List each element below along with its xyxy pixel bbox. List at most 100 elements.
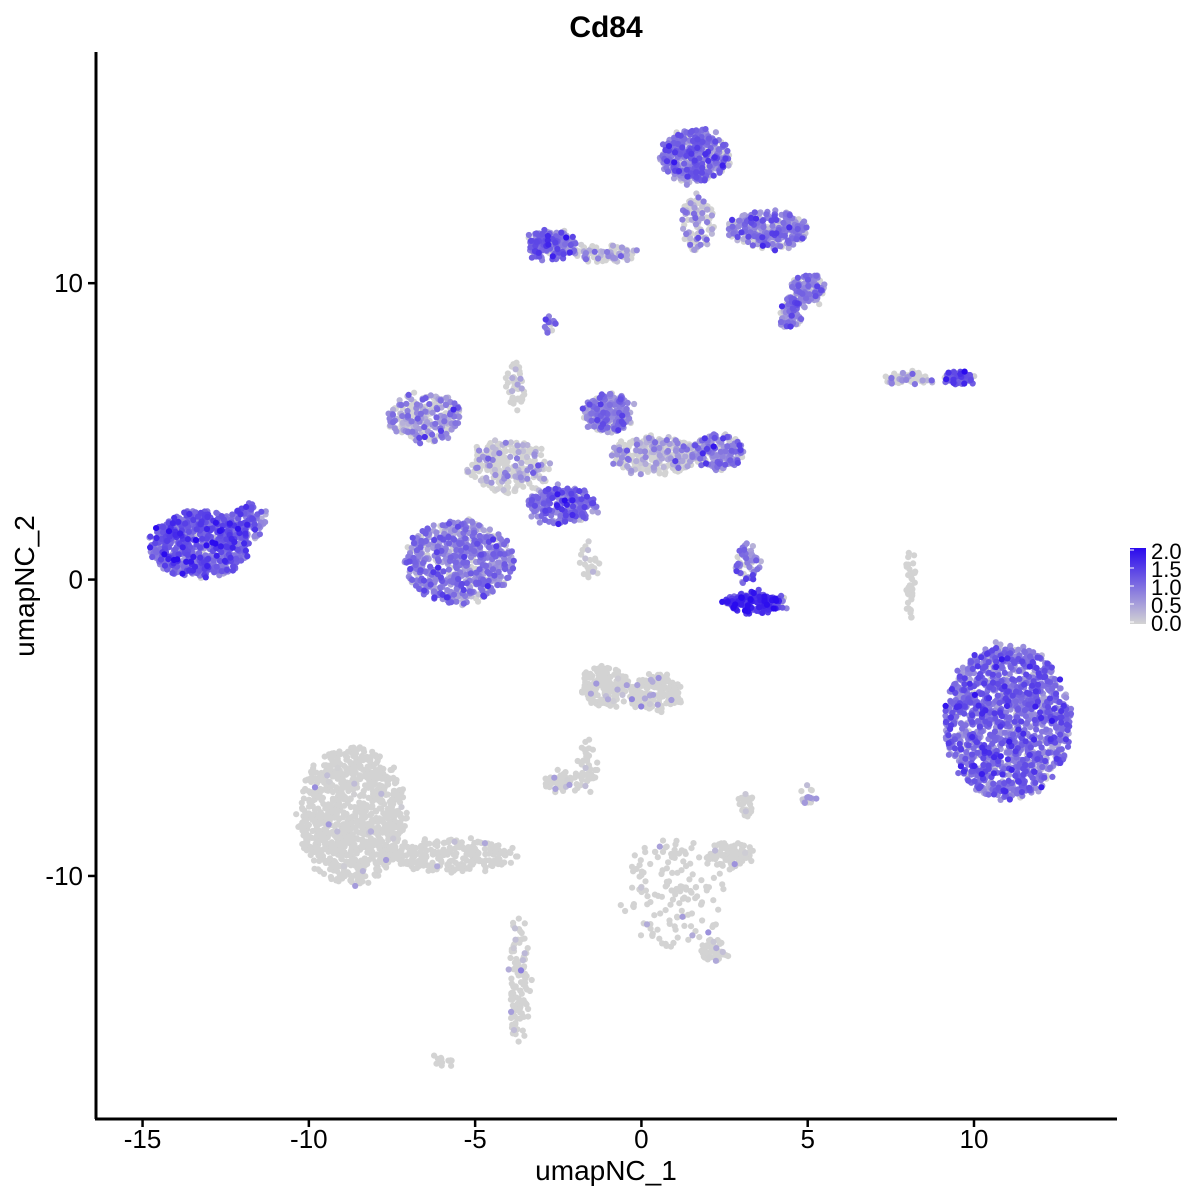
cell-point bbox=[644, 901, 651, 908]
cell-point bbox=[372, 807, 379, 814]
cell-point bbox=[512, 485, 519, 492]
cell-point bbox=[742, 849, 749, 857]
cell-point bbox=[594, 692, 601, 699]
cell-point bbox=[672, 841, 679, 848]
cell-point bbox=[905, 549, 912, 557]
cell-point bbox=[319, 794, 326, 802]
cell-point bbox=[311, 807, 319, 814]
cell-point bbox=[467, 835, 474, 842]
cell-point bbox=[477, 839, 484, 846]
cell-point bbox=[707, 948, 714, 956]
cell-point bbox=[518, 459, 525, 467]
cell-point bbox=[813, 795, 820, 802]
cell-point bbox=[472, 473, 479, 480]
cell-point bbox=[303, 816, 310, 823]
cell-point bbox=[510, 1004, 517, 1011]
cell-point bbox=[337, 843, 344, 850]
cell-point bbox=[310, 797, 317, 804]
cell-point bbox=[377, 851, 384, 858]
cell-point bbox=[686, 876, 693, 883]
cell-point bbox=[330, 750, 337, 757]
cell-point bbox=[507, 399, 514, 406]
cell-point bbox=[801, 304, 808, 311]
cell-point bbox=[672, 447, 680, 454]
cell-point bbox=[682, 884, 690, 891]
cell-point bbox=[712, 921, 719, 928]
cell-point bbox=[804, 782, 811, 789]
cell-point bbox=[514, 407, 521, 414]
cell-point bbox=[683, 181, 691, 188]
cell-point bbox=[375, 832, 382, 839]
cell-point bbox=[400, 815, 407, 822]
cell-point bbox=[306, 803, 313, 810]
cell-point bbox=[911, 552, 918, 559]
cell-point bbox=[716, 870, 723, 877]
cell-point bbox=[335, 791, 342, 798]
cell-point bbox=[899, 369, 907, 377]
cell-point bbox=[606, 688, 614, 695]
cell-point bbox=[638, 884, 645, 891]
cell-point bbox=[372, 872, 379, 879]
cell-point bbox=[620, 698, 627, 705]
cell-point bbox=[584, 547, 592, 554]
cell-point bbox=[576, 559, 584, 566]
cell-point bbox=[325, 809, 332, 816]
cell-point bbox=[692, 928, 699, 935]
cell-point bbox=[491, 450, 498, 457]
cell-point bbox=[610, 697, 617, 705]
cell-point bbox=[644, 893, 651, 900]
cell-point bbox=[513, 853, 520, 860]
cell-point bbox=[685, 936, 692, 943]
cell-point bbox=[369, 798, 376, 805]
cell-point bbox=[631, 852, 638, 859]
cell-point bbox=[475, 591, 482, 598]
cell-point bbox=[517, 375, 524, 382]
cell-point bbox=[362, 802, 369, 809]
cell-point bbox=[500, 487, 507, 494]
cell-point bbox=[903, 561, 910, 568]
cell-point bbox=[692, 221, 700, 228]
cell-point bbox=[485, 850, 493, 857]
cell-point bbox=[373, 865, 380, 872]
cell-point bbox=[469, 843, 476, 850]
cell-point bbox=[589, 746, 597, 753]
cell-point bbox=[647, 925, 654, 932]
cell-point bbox=[384, 791, 391, 798]
cell-point bbox=[588, 699, 595, 707]
cell-point bbox=[728, 843, 735, 851]
cell-point bbox=[623, 682, 630, 689]
cell-point bbox=[507, 996, 514, 1003]
cell-point bbox=[698, 901, 705, 908]
cell-point bbox=[666, 917, 673, 924]
cell-point bbox=[492, 437, 499, 444]
cell-point bbox=[596, 560, 603, 567]
cell-point bbox=[522, 999, 529, 1007]
cell-point bbox=[551, 774, 558, 781]
cell-point bbox=[334, 828, 341, 835]
cell-point bbox=[318, 847, 325, 855]
cell-point bbox=[328, 839, 335, 846]
cell-point bbox=[742, 808, 749, 815]
cell-point bbox=[719, 948, 726, 956]
cell-point bbox=[555, 779, 562, 787]
cell-point bbox=[341, 828, 348, 835]
cell-point bbox=[353, 805, 360, 813]
cell-point bbox=[687, 860, 694, 867]
cell-point bbox=[475, 849, 482, 857]
cell-point bbox=[630, 868, 637, 875]
cell-point bbox=[398, 804, 405, 811]
cell-point bbox=[501, 851, 508, 858]
cell-point bbox=[372, 752, 379, 759]
cell-point bbox=[367, 846, 374, 853]
cell-point bbox=[367, 774, 374, 781]
cell-point bbox=[511, 925, 519, 932]
cell-point bbox=[657, 688, 664, 696]
cell-point bbox=[333, 807, 340, 814]
cell-point bbox=[426, 840, 433, 847]
cell-point bbox=[329, 788, 336, 796]
cell-point bbox=[609, 242, 617, 249]
cell-point bbox=[441, 850, 448, 857]
cell-point bbox=[705, 929, 712, 936]
cell-point bbox=[334, 764, 341, 772]
cell-point bbox=[359, 878, 366, 885]
